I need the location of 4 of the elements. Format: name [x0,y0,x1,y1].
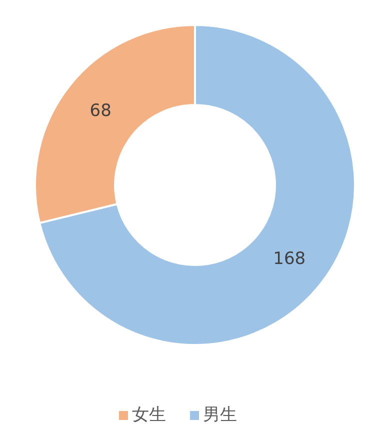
data-label: 168 [273,249,306,270]
data-label: 68 [90,100,112,121]
legend-label: 男生 [203,405,237,425]
legend-label: 女生 [132,405,166,425]
